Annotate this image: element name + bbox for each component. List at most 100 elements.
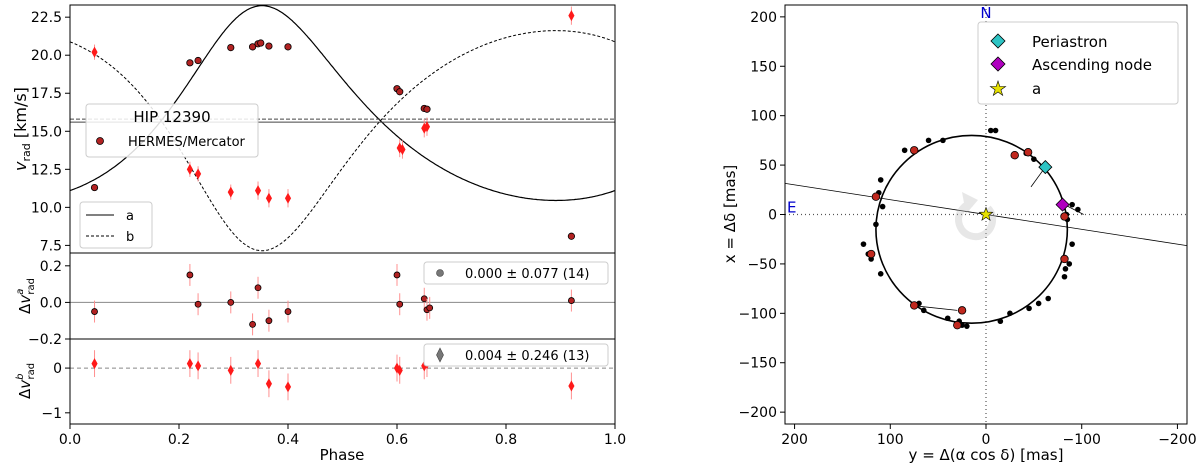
rv-b-point (568, 10, 575, 22)
orbit-observation-point (997, 318, 1004, 325)
rv-a-point (227, 44, 235, 52)
phase-x-tick-label: 0.0 (59, 432, 81, 448)
orbit-observation-point (992, 127, 999, 134)
residual-b-y-ticks: 0 −1 (41, 361, 70, 422)
orbit-observation-point (1026, 305, 1032, 312)
orbit-highlighted-point (953, 320, 962, 330)
residual-b-legend: 0.004 ± 0.246 (13) (423, 343, 609, 367)
legend-marker-star (989, 80, 1007, 97)
orbit-observation-point (873, 221, 879, 228)
orbit-observation-point (879, 203, 886, 210)
legend-label-observations: HERMES/Mercator (128, 135, 246, 150)
orbit-observation-point (940, 137, 946, 144)
rv-a-point (186, 59, 194, 67)
residual-a-point (568, 297, 575, 304)
residual-b-point (396, 364, 403, 376)
residual-b-point (195, 360, 202, 372)
residual-b-y-tick-label: 0 (53, 361, 62, 377)
orbit-highlighted-point (1010, 151, 1019, 160)
rv-a-point (423, 105, 431, 113)
phase-x-tick-label: 0.2 (168, 432, 190, 448)
residual-b-point (393, 362, 401, 374)
orbit-observation-point (860, 241, 867, 247)
legend-marker-residual-a (436, 269, 444, 277)
residual-a-point (194, 300, 202, 308)
rv-a-point (567, 232, 576, 240)
orbit-special-markers (978, 160, 1070, 221)
orbit-observations (860, 127, 1081, 330)
rv-y-tick-label: 20.0 (31, 48, 62, 64)
orbit-x-axis-label: y = Δ(α cos δ) [mas] (909, 446, 1064, 464)
orbit-x-tick-label: 100 (877, 432, 904, 448)
rv-a-point (257, 39, 265, 47)
orbit-highlighted-point (910, 146, 919, 155)
residual-b-panel: 0−1 0.004 ± 0.246 (13) Δvbrad 0.0 0.2 0.4 0… (15, 338, 626, 464)
rv-b-point (423, 121, 431, 133)
orbit-panel: 200 100 0 −100 −200 200 150 100 50 0 −50 −100 −150 −… (721, 4, 1197, 464)
orbit-y-tick-label: −200 (739, 405, 777, 421)
rotation-direction-icon (955, 192, 997, 241)
residual-a-y-tick-label: 0.2 (40, 259, 62, 275)
residual-a-point (91, 308, 98, 315)
legend-label-b: b (126, 230, 134, 245)
residual-b-point (227, 364, 234, 376)
residual-a-y-ticks: 0.2 0.0 −0.2 (28, 259, 70, 348)
residual-b-frame (69, 338, 616, 425)
residual-a-point (186, 271, 194, 279)
residual-a-points (91, 263, 575, 336)
legend-label-periastron: Periastron (1032, 33, 1107, 51)
residual-b-point (265, 378, 272, 390)
legend-box (423, 261, 609, 285)
orbit-x-tick-label: −100 (1062, 432, 1100, 448)
orbit-observation-point (944, 315, 951, 322)
orbit-highlighted-point (1023, 148, 1033, 157)
orbit-x-tick-label: 0 (982, 432, 991, 448)
orbit-y-tick-label: −150 (739, 356, 777, 372)
orbit-observation-point (1069, 241, 1075, 247)
residual-b-point (91, 358, 98, 370)
orbit-observation-point (877, 177, 884, 183)
residual-a-point (420, 295, 428, 303)
orbit-observation-point (877, 270, 884, 277)
orbit-legend: Periastron Ascending node a (977, 21, 1179, 105)
orbit-x-ticks: 200 100 0 −100 −200 (781, 424, 1197, 448)
rv-y-tick-label: 15.0 (31, 124, 62, 140)
orbit-highlighted-point (871, 192, 881, 201)
rv-b-point (284, 192, 292, 204)
residual-b-point (568, 380, 575, 392)
residual-b-points (91, 350, 575, 401)
rv-a-point (396, 88, 404, 96)
rv-observations (90, 6, 576, 240)
orbit-observation-point (1007, 310, 1013, 317)
rv-y-tick-label: 7.5 (40, 238, 62, 254)
periastron-marker (1038, 160, 1053, 175)
rv-y-axis-label: vrad [km/s] (11, 87, 33, 171)
rv-b-point (227, 186, 234, 198)
residual-a-panel: 0.2 0.0 −0.2 0.000 ± 0.077 (14) Δvarad (15, 252, 616, 348)
orbit-observation-point (1035, 300, 1042, 307)
rv-y-tick-label: 22.5 (31, 10, 62, 26)
residual-b-y-axis-label: Δvbrad (15, 363, 37, 399)
rv-b-point (254, 185, 262, 197)
legend-label-ascending-node: Ascending node (1032, 56, 1152, 74)
orbit-highlighted-point (1060, 254, 1069, 264)
legend-label-a: a (126, 209, 134, 224)
orbit-x-tick-label: −200 (1158, 432, 1196, 448)
north-label: N (980, 4, 991, 22)
orbit-y-tick-label: 50 (759, 158, 777, 174)
phase-x-axis-label: Phase (320, 446, 365, 464)
legend-box (423, 343, 609, 367)
orbit-observation-point (1069, 201, 1075, 208)
rv-a-point (90, 183, 99, 192)
rv-b-point (195, 168, 202, 180)
orbit-y-tick-label: −100 (739, 306, 777, 322)
residual-b-point (186, 358, 193, 370)
legend-marker-periastron (990, 33, 1006, 49)
orbit-highlighted-point (1060, 212, 1069, 221)
legend-box-curves (79, 201, 153, 249)
phase-x-tick-label: 0.6 (386, 432, 408, 448)
residual-a-point (265, 317, 273, 325)
rv-legend-top: HIP 12390 HERMES/Mercator (85, 103, 259, 158)
rv-y-ticks: 7.5 10.0 12.5 15.0 17.5 20.0 22.5 (31, 10, 70, 254)
